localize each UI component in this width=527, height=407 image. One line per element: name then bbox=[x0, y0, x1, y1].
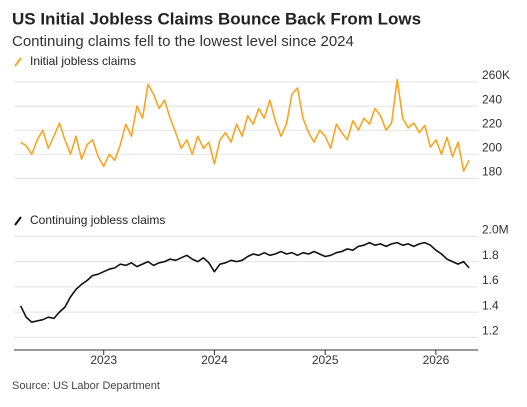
y-tick-label: 200 bbox=[482, 140, 502, 154]
legend-label: Continuing jobless claims bbox=[30, 213, 165, 227]
series-line bbox=[19, 241, 470, 323]
legend-swatch bbox=[14, 216, 22, 226]
y-tick-label: 180 bbox=[482, 165, 502, 179]
source: Source: US Labor Department bbox=[12, 380, 160, 392]
legend-swatch bbox=[14, 57, 22, 67]
x-tick-label: 2024 bbox=[201, 353, 228, 367]
chart-subtitle: Continuing claims fell to the lowest lev… bbox=[12, 33, 354, 50]
x-tick-label: 2026 bbox=[423, 353, 450, 367]
series-line bbox=[20, 78, 470, 172]
legend-label: Initial jobless claims bbox=[30, 54, 136, 68]
y-tick-label: 220 bbox=[482, 116, 502, 130]
y-tick-label: 1.4 bbox=[482, 298, 499, 312]
x-tick-label: 2025 bbox=[312, 353, 339, 367]
chart-title: US Initial Jobless Claims Bounce Back Fr… bbox=[12, 9, 421, 28]
y-tick-label: 1.8 bbox=[482, 248, 499, 262]
y-tick-label: 1.2 bbox=[482, 324, 499, 338]
y-tick-label: 2.0M bbox=[482, 222, 509, 236]
y-tick-label: 260K bbox=[482, 68, 510, 82]
x-tick-label: 2023 bbox=[90, 353, 117, 367]
y-tick-label: 1.6 bbox=[482, 273, 499, 287]
y-tick-label: 240 bbox=[482, 92, 502, 106]
